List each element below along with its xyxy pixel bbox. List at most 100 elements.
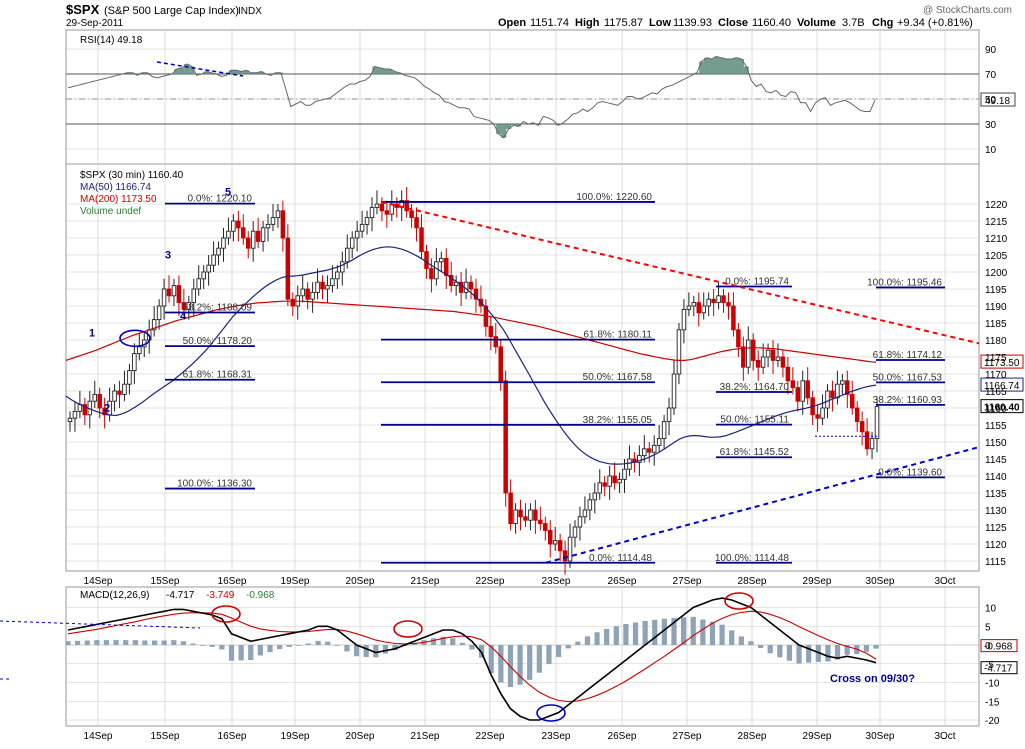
candle-body: [686, 305, 692, 310]
candle-body: [790, 380, 796, 389]
price-tick-label: 1170: [985, 370, 1007, 381]
ohlc-bar: Open 1151.74 High 1175.87 Low 1139.93 Cl…: [498, 17, 973, 29]
x-tick-label: 29Sep: [803, 731, 832, 742]
candle-body: [830, 390, 835, 399]
macd-histogram-bar: [257, 645, 263, 656]
x-tick-label: 15Sep: [151, 576, 180, 587]
fib-level-label: 100.0%: 1195.46: [867, 277, 942, 288]
candle-body: [775, 356, 781, 361]
macd-histogram-bar: [440, 636, 446, 645]
wave-label: 5: [225, 187, 231, 199]
macd-histogram-bar: [729, 630, 735, 645]
candle-body: [622, 468, 627, 480]
candle-body: [409, 210, 414, 219]
fib-level-label: 0.0%: 1195.74: [725, 276, 789, 287]
candle-body: [439, 257, 444, 263]
candle-body: [404, 200, 409, 212]
fib-level-label: 61.8%: 1174.12: [873, 350, 943, 361]
macd-histogram-bar: [123, 640, 129, 645]
candle-body: [250, 230, 256, 249]
candle-body: [364, 217, 370, 225]
macd-histogram-bar: [767, 645, 773, 654]
price-tick-label: 1195: [985, 285, 1007, 296]
macd-value-tag-text: -0.968: [984, 642, 1013, 653]
x-tick-label: 3Oct: [934, 576, 955, 587]
candle-body: [453, 281, 459, 287]
candle-body: [77, 404, 83, 412]
x-tick-label: 29Sep: [803, 576, 832, 587]
price-legend-symbol: $SPX (30 min) 1160.40: [80, 170, 184, 181]
candle-body: [444, 257, 449, 276]
price-series: 1173.50 1166.74 1160.40: [65, 187, 1024, 575]
candle-body: [533, 509, 538, 521]
macd-histogram-bar: [806, 645, 812, 663]
candle-body: [340, 261, 345, 273]
macd-histogram-bar: [315, 640, 321, 645]
fib-level-label: 0.0%: 1220.10: [188, 194, 253, 205]
candle-body: [706, 298, 711, 307]
candle-body: [760, 356, 766, 368]
candle-body: [97, 393, 102, 409]
fib-level-label: 0.0%: 1114.48: [589, 553, 652, 564]
candle-body: [280, 210, 286, 239]
x-tick-label: 26Sep: [608, 731, 637, 742]
candle-body: [349, 237, 355, 249]
candle-body: [196, 278, 201, 290]
candle-body: [651, 444, 657, 453]
fib-level-label: 0.0%: 1139.60: [878, 467, 942, 478]
candle-body: [345, 247, 350, 263]
macd-tick-label: -10: [985, 679, 1000, 690]
rsi-line: [67, 55, 876, 139]
x-tick-label: 23Sep: [542, 731, 571, 742]
x-tick-label: 23Sep: [542, 576, 571, 587]
macd-value-3: -0.968: [246, 590, 275, 601]
macd-histogram-bar: [277, 645, 283, 650]
x-tick-label: 30Sep: [866, 576, 895, 587]
candle-body: [859, 421, 865, 433]
candle-body: [122, 383, 127, 395]
candle-body: [265, 223, 271, 229]
macd-tick-label: -5: [985, 660, 994, 671]
candle-body: [582, 509, 588, 518]
candle-body: [681, 308, 687, 331]
fib-level-label: 38.2%: 1160.93: [873, 395, 943, 406]
macd-annotation: Cross on 09/30?: [830, 673, 915, 685]
fib-level-label: 50.0%: 1167.58: [583, 372, 653, 383]
macd-histogram-bar: [75, 640, 81, 645]
macd-histogram-bar: [392, 645, 398, 651]
macd-histogram-bar: [632, 622, 639, 645]
candle-body: [602, 482, 607, 487]
candle-body: [562, 550, 568, 562]
price-tick-label: 1185: [985, 319, 1007, 330]
macd-histogram-bar: [305, 643, 312, 645]
price-tick-label: 1130: [985, 506, 1007, 517]
candle-body: [285, 237, 291, 300]
candle-body: [547, 529, 553, 545]
candle-body: [290, 298, 296, 307]
macd-cross-circle: [536, 704, 566, 722]
candle-body: [845, 380, 850, 395]
candle-body: [92, 393, 98, 402]
candle-body: [552, 540, 558, 545]
candle-body: [567, 536, 573, 562]
candle-body: [82, 404, 88, 416]
candle-body: [300, 288, 305, 297]
candle-body: [369, 206, 375, 219]
candle-body: [869, 438, 875, 450]
price-tick-label: 1190: [985, 302, 1007, 313]
candle-body: [656, 438, 662, 446]
macd-histogram-bar: [863, 645, 869, 652]
candle-body: [127, 370, 132, 385]
price-tag-box: [980, 354, 1024, 369]
macd-histogram-bar: [430, 638, 437, 645]
price-tick-label: 1220: [985, 200, 1008, 211]
candle-body: [181, 302, 187, 310]
macd-histogram-bar: [834, 645, 841, 660]
candle-body: [503, 380, 508, 494]
x-tick-label: 19Sep: [281, 576, 310, 587]
candle-body: [849, 393, 855, 409]
macd-histogram-bar: [536, 645, 542, 673]
high-value: 1175.87: [604, 17, 643, 29]
candle-body: [414, 217, 419, 229]
macd-histogram-bar: [113, 640, 119, 645]
